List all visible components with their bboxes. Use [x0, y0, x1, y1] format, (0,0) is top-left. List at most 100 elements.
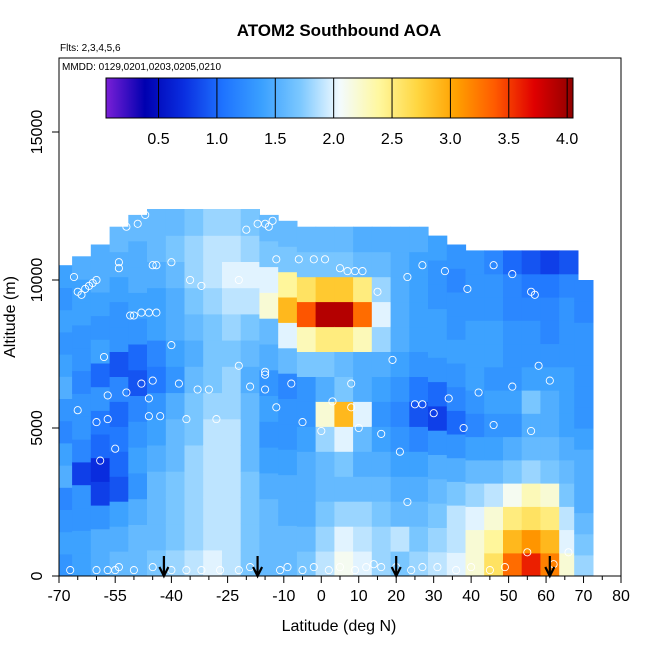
sample-point: [452, 566, 461, 575]
heatmap-cell: [296, 451, 317, 477]
heatmap-cell: [503, 413, 523, 438]
x-axis-label: Latitude (deg N): [282, 618, 397, 635]
heatmap-cell: [334, 426, 354, 452]
heatmap-cell: [147, 523, 167, 551]
heatmap-cell: [59, 354, 77, 377]
sample-point: [489, 420, 498, 430]
heatmap-cell: [315, 326, 335, 352]
heatmap-cell: [72, 256, 92, 280]
heatmap-cell: [371, 476, 392, 502]
sample-point: [92, 566, 101, 575]
heatmap-cell: [147, 366, 167, 394]
heatmap-cell: [334, 301, 354, 328]
flights-label: Flts: 2,3,4,5,6: [60, 43, 121, 54]
heatmap-cell: [128, 214, 148, 242]
heatmap-cell: [259, 292, 279, 319]
sample-point: [264, 222, 273, 231]
sample-point: [174, 379, 183, 388]
heatmap-cell: [184, 418, 204, 446]
heatmap-cell: [390, 501, 410, 527]
heatmap-cell: [521, 413, 541, 438]
heatmap-cell: [165, 444, 186, 472]
sample-point: [335, 563, 345, 572]
heatmap-cell: [259, 472, 279, 500]
sample-point: [407, 566, 416, 575]
heatmap-cell: [259, 395, 279, 422]
heatmap-cell: [296, 226, 317, 253]
sample-point: [148, 563, 157, 572]
heatmap-cell: [353, 376, 373, 402]
sample-point: [418, 400, 427, 409]
heatmap-cell: [559, 320, 579, 345]
heatmap-cell: [521, 552, 541, 576]
heatmap-cell: [446, 315, 467, 340]
heatmap-cell: [390, 326, 410, 352]
heatmap-cell: [278, 449, 298, 476]
heatmap-cell: [296, 251, 317, 278]
sample-point: [564, 548, 573, 557]
heatmap-cell: [296, 526, 317, 552]
heatmap-cell: [59, 331, 77, 355]
heatmap-cell: [574, 385, 594, 408]
heatmap-cell: [503, 436, 523, 461]
sample-point: [144, 394, 153, 403]
heatmap-cell: [222, 287, 242, 315]
heatmap-cell: [128, 498, 148, 525]
heatmap-cell: [521, 529, 541, 554]
heatmap-cell: [240, 313, 260, 341]
heatmap-cell: [165, 497, 186, 525]
heatmap-cell: [574, 322, 594, 344]
heatmap-cell: [278, 220, 298, 247]
heatmap-cell: [446, 244, 467, 269]
heatmap-cell: [428, 430, 448, 455]
sample-point: [246, 382, 255, 391]
heatmap-cell: [90, 528, 111, 553]
heatmap-cell: [72, 416, 92, 440]
sample-point: [193, 385, 202, 394]
heatmap-cell: [184, 287, 204, 315]
colorbar: 0.5 1.0 1.5 2.0 2.5 3.0 3.5 4.0: [105, 77, 578, 148]
sample-point: [197, 281, 206, 290]
heatmap-cell: [165, 313, 186, 341]
sample-point: [328, 397, 337, 406]
heatmap-cell: [353, 276, 373, 303]
heatmap-cell: [574, 343, 594, 366]
x-tick-label: -55: [104, 588, 127, 605]
arrow-head: [544, 566, 556, 579]
sample-point: [167, 258, 176, 267]
heatmap-cell: [59, 287, 77, 311]
heatmap-cell: [72, 393, 92, 417]
heatmap-cell: [240, 444, 260, 472]
sample-point: [542, 237, 551, 246]
heatmap-cell: [147, 261, 167, 289]
heatmap-cell: [296, 426, 317, 452]
sample-point: [309, 255, 318, 264]
sample-point: [358, 267, 367, 276]
heatmap-cell: [371, 376, 392, 402]
sample-point: [204, 385, 213, 394]
sample-point: [369, 560, 378, 569]
sample-point: [152, 261, 161, 270]
heatmap-cell: [465, 459, 485, 484]
heatmap-cell: [109, 401, 129, 427]
heatmap-cell: [147, 209, 167, 236]
heatmap-cell: [559, 366, 579, 391]
heatmap-cell: [59, 465, 77, 488]
heatmap-cell: [315, 451, 335, 477]
heatmap-cell: [259, 343, 279, 371]
heatmap-cell: [334, 326, 354, 352]
heatmap-cell: [390, 351, 410, 377]
heatmap-cell: [353, 326, 373, 352]
colorbar-tick-label: 4.0: [556, 131, 578, 148]
heatmap-cell: [503, 250, 523, 275]
heatmap-cell: [334, 351, 354, 377]
sample-point: [73, 406, 82, 415]
heatmap-cell: [222, 471, 242, 498]
heatmap-cell: [72, 461, 92, 486]
heatmap-cell: [90, 457, 111, 482]
sample-point: [242, 225, 251, 234]
heatmap-cell: [409, 501, 429, 527]
y-tick-label: 5000: [29, 410, 46, 446]
sample-point: [99, 352, 109, 362]
heatmap-cell: [222, 497, 242, 525]
